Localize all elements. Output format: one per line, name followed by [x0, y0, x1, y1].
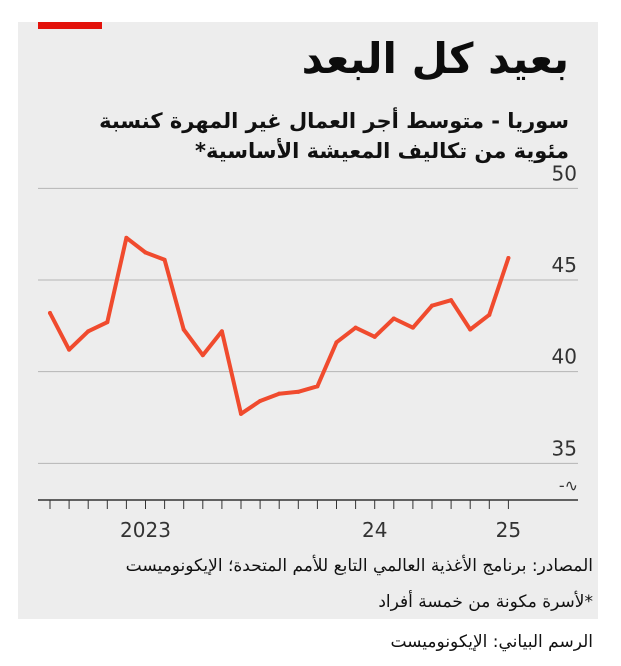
chart-credit: الرسم البياني: الإيكونوميست: [390, 632, 593, 652]
data-point-14: [315, 384, 320, 389]
chart-card: [18, 22, 598, 619]
data-point-0: [48, 311, 52, 315]
data-point-18: [391, 316, 396, 321]
chart-footnote: *لأسرة مكونة من خمسة أفراد: [378, 592, 593, 612]
x-tick-label-24: 24: [362, 518, 387, 542]
axis-break-symbol: -∿: [559, 476, 578, 495]
data-point-7: [181, 327, 186, 332]
chart-source: المصادر: برنامج الأغذية العالمي التابع ل…: [125, 556, 593, 576]
y-tick-label-35: 35: [552, 436, 577, 460]
y-tick-label-40: 40: [552, 345, 577, 369]
data-point-15: [334, 340, 339, 345]
series-line-0: [48, 235, 511, 416]
data-point-23: [487, 312, 492, 317]
chart-subtitle: سوريا - متوسط أجر العمال غير المهرة كنسب…: [49, 106, 569, 166]
data-point-13: [296, 389, 301, 394]
footnote-marker: *: [195, 139, 207, 163]
data-point-1: [67, 347, 72, 352]
data-point-5: [143, 250, 148, 255]
data-point-6: [162, 257, 167, 262]
y-tick-label-45: 45: [552, 253, 577, 277]
chart-title: بعيد كل البعد: [301, 34, 569, 83]
data-point-8: [200, 353, 205, 358]
x-tick-label-2023: 2023: [120, 518, 171, 542]
data-point-3: [105, 320, 110, 325]
data-point-20: [430, 303, 434, 308]
data-point-24: [506, 256, 511, 260]
data-point-21: [449, 298, 454, 303]
data-point-17: [372, 334, 377, 339]
x-tick-label-25: 25: [496, 518, 521, 542]
data-point-4: [124, 235, 129, 240]
y-tick-label-50: 50: [552, 161, 577, 185]
data-point-12: [277, 391, 282, 396]
data-point-19: [410, 325, 415, 330]
data-point-22: [468, 327, 473, 332]
data-point-11: [258, 399, 263, 403]
data-point-9: [219, 329, 224, 334]
data-point-2: [86, 329, 91, 334]
data-point-16: [353, 325, 358, 330]
data-point-10: [239, 411, 243, 416]
chart-subtitle-text: سوريا - متوسط أجر العمال غير المهرة كنسب…: [99, 109, 569, 163]
brand-accent-bar: [38, 22, 102, 29]
